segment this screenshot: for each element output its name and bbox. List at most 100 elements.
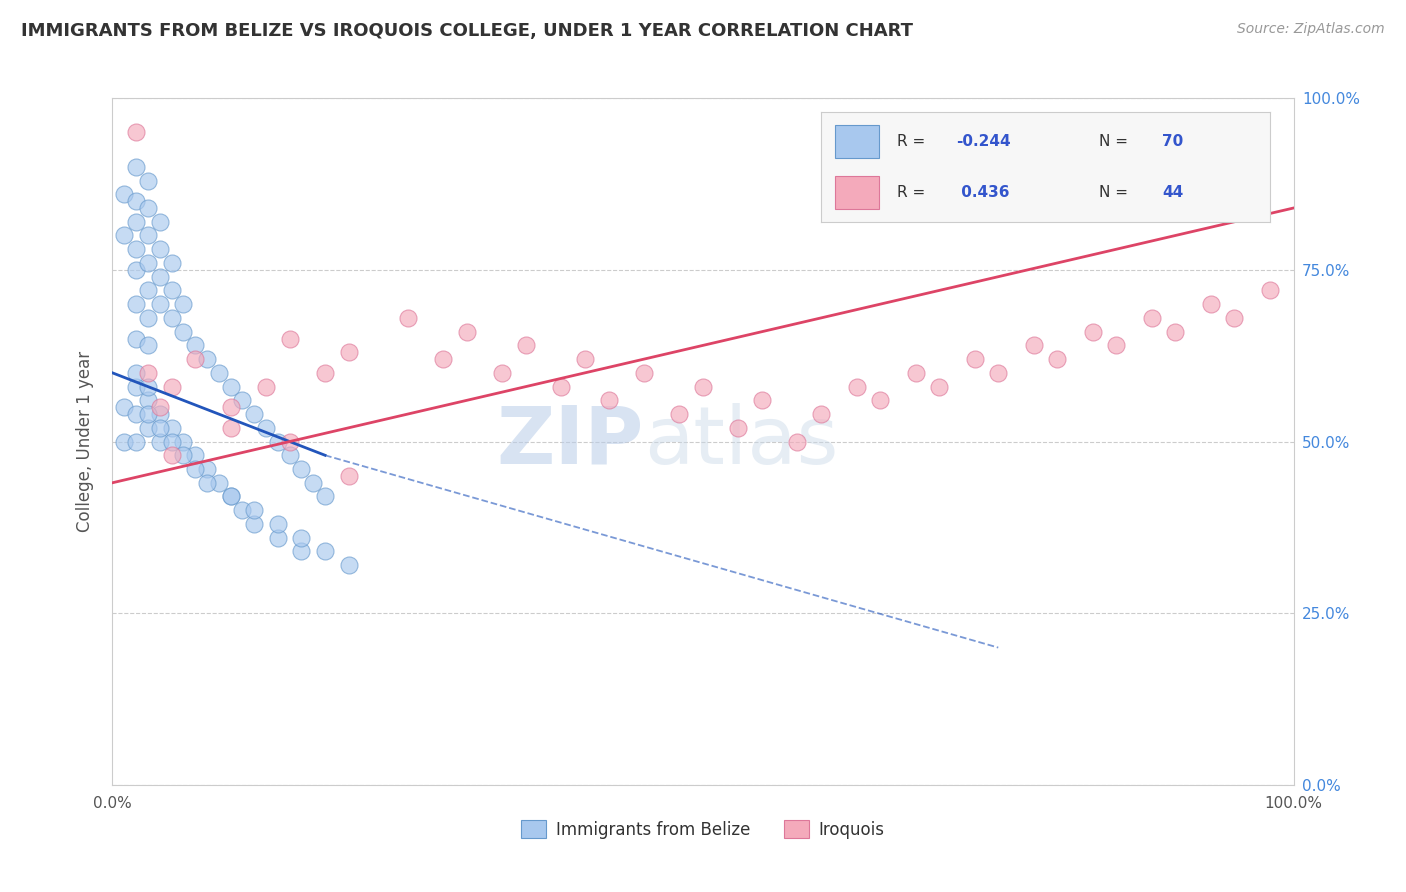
Point [160, 421, 183, 435]
Point [633, 366, 655, 380]
Point [125, 215, 148, 229]
Point [1046, 352, 1069, 367]
Point [314, 544, 336, 558]
Point [302, 475, 325, 490]
Point [810, 407, 832, 421]
Point [125, 434, 148, 449]
Point [136, 338, 159, 352]
Point [550, 379, 572, 393]
Point [112, 187, 135, 202]
Point [254, 379, 277, 393]
Point [727, 421, 749, 435]
Point [314, 490, 336, 504]
Point [208, 475, 231, 490]
Point [125, 242, 148, 256]
Point [160, 256, 183, 270]
Point [125, 125, 148, 139]
Point [136, 379, 159, 393]
Point [290, 462, 312, 476]
Point [149, 421, 172, 435]
Point [136, 201, 159, 215]
Point [1164, 325, 1187, 339]
Point [160, 310, 183, 325]
Point [267, 516, 290, 531]
Point [172, 434, 194, 449]
Point [112, 228, 135, 243]
Point [136, 393, 159, 408]
Point [290, 531, 312, 545]
Point [172, 297, 194, 311]
Point [149, 215, 172, 229]
Point [231, 503, 253, 517]
Point [195, 475, 218, 490]
Point [231, 393, 253, 408]
Point [1199, 297, 1222, 311]
Point [456, 325, 478, 339]
Point [136, 421, 159, 435]
Point [195, 462, 218, 476]
Point [491, 366, 513, 380]
Point [136, 173, 159, 187]
Point [208, 366, 231, 380]
Point [515, 338, 537, 352]
Point [125, 194, 148, 208]
Point [112, 400, 135, 414]
Point [337, 558, 360, 573]
Point [219, 379, 242, 393]
Point [149, 297, 172, 311]
Point [125, 407, 148, 421]
Y-axis label: College, Under 1 year: College, Under 1 year [76, 351, 94, 533]
Point [195, 352, 218, 367]
Point [125, 366, 148, 380]
Point [125, 379, 148, 393]
Point [160, 379, 183, 393]
Text: Source: ZipAtlas.com: Source: ZipAtlas.com [1237, 22, 1385, 37]
Point [963, 352, 986, 367]
Point [432, 352, 454, 367]
Point [149, 407, 172, 421]
Point [172, 325, 194, 339]
Point [160, 448, 183, 462]
Point [160, 434, 183, 449]
Point [243, 516, 266, 531]
Point [149, 434, 172, 449]
Point [314, 366, 336, 380]
Point [243, 503, 266, 517]
Point [987, 366, 1010, 380]
Text: IMMIGRANTS FROM BELIZE VS IROQUOIS COLLEGE, UNDER 1 YEAR CORRELATION CHART: IMMIGRANTS FROM BELIZE VS IROQUOIS COLLE… [21, 22, 912, 40]
Point [278, 434, 301, 449]
Text: atlas: atlas [644, 402, 838, 481]
Point [136, 228, 159, 243]
Point [786, 434, 808, 449]
Point [574, 352, 596, 367]
Point [184, 352, 207, 367]
Point [243, 407, 266, 421]
Text: ZIP: ZIP [496, 402, 644, 481]
Point [136, 256, 159, 270]
Point [254, 421, 277, 435]
Legend: Immigrants from Belize, Iroquois: Immigrants from Belize, Iroquois [515, 814, 891, 846]
Point [598, 393, 620, 408]
Point [136, 310, 159, 325]
Point [219, 490, 242, 504]
Point [1223, 310, 1246, 325]
Point [692, 379, 714, 393]
Point [219, 490, 242, 504]
Point [869, 393, 891, 408]
Point [112, 434, 135, 449]
Point [125, 160, 148, 174]
Point [337, 345, 360, 359]
Point [149, 242, 172, 256]
Point [136, 366, 159, 380]
Point [1258, 284, 1281, 298]
Point [1105, 338, 1128, 352]
Point [172, 448, 194, 462]
Point [668, 407, 690, 421]
Point [219, 421, 242, 435]
Point [136, 407, 159, 421]
Point [219, 400, 242, 414]
Point [337, 469, 360, 483]
Point [125, 297, 148, 311]
Point [751, 393, 773, 408]
Point [928, 379, 950, 393]
